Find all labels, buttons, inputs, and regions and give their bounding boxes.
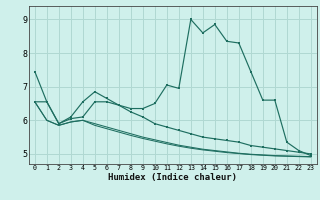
X-axis label: Humidex (Indice chaleur): Humidex (Indice chaleur)	[108, 173, 237, 182]
